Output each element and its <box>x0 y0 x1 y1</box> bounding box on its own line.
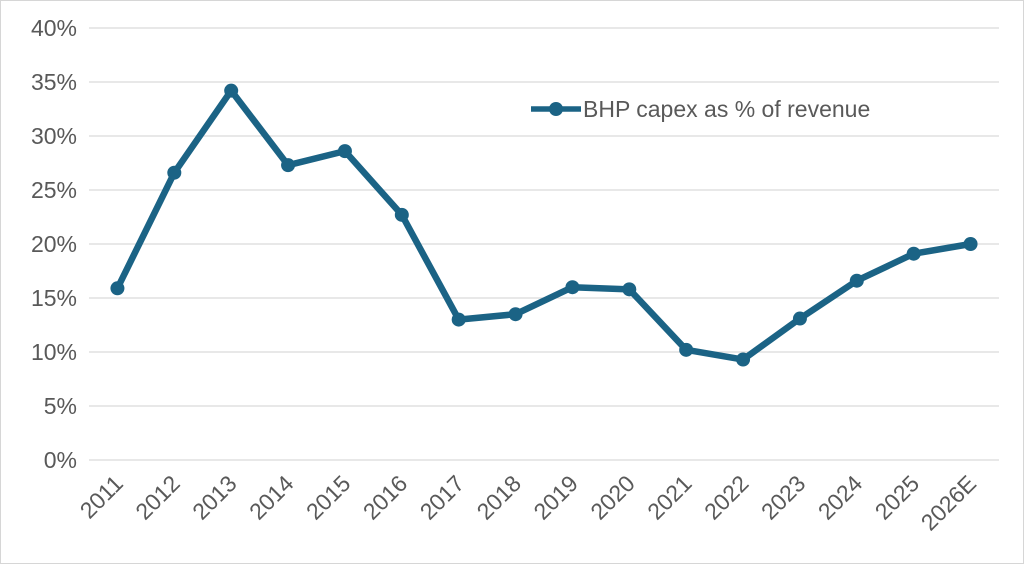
y-axis-tick-label: 15% <box>31 285 77 311</box>
legend-line-marker-icon <box>531 102 581 116</box>
data-point[interactable] <box>792 311 807 326</box>
data-point[interactable] <box>565 280 580 295</box>
x-axis-tick-label: 2023 <box>756 470 811 525</box>
data-point[interactable] <box>167 165 182 180</box>
x-axis-tick-label: 2026E <box>916 470 981 535</box>
data-point[interactable] <box>622 282 637 297</box>
y-axis-tick-label: 0% <box>44 447 77 473</box>
data-point[interactable] <box>906 246 921 261</box>
x-axis-tick-label: 2021 <box>642 470 697 525</box>
y-axis-tick-label: 40% <box>31 15 77 41</box>
x-axis-tick-label: 2017 <box>415 470 470 525</box>
y-axis-tick-label: 5% <box>44 393 77 419</box>
y-axis-tick-label: 25% <box>31 177 77 203</box>
x-axis-tick-label: 2011 <box>75 470 128 523</box>
x-axis-tick-label: 2018 <box>472 470 527 525</box>
data-point[interactable] <box>281 158 296 173</box>
data-point[interactable] <box>679 342 694 357</box>
x-axis-tick-label: 2024 <box>813 470 868 525</box>
data-point[interactable] <box>337 144 352 159</box>
legend[interactable]: BHP capex as % of revenue <box>528 95 873 123</box>
x-axis-tick-label: 2019 <box>528 470 583 525</box>
x-axis-tick-label: 2013 <box>187 470 242 525</box>
x-axis-tick-label: 2016 <box>358 470 413 525</box>
data-point[interactable] <box>224 83 239 98</box>
legend-label: BHP capex as % of revenue <box>583 96 871 122</box>
series-line <box>114 87 974 363</box>
data-point[interactable] <box>963 237 978 251</box>
data-point[interactable] <box>451 312 466 327</box>
y-axis-tick-label: 10% <box>31 339 77 365</box>
data-point[interactable] <box>736 352 751 367</box>
x-axis-tick-label: 2014 <box>244 470 299 525</box>
y-axis-tick-label: 20% <box>31 231 77 257</box>
x-axis-tick-label: 2022 <box>699 470 754 525</box>
data-point[interactable] <box>508 307 523 322</box>
x-axis-tick-label: 2020 <box>585 470 640 525</box>
y-axis-tick-label: 30% <box>31 123 77 149</box>
data-point[interactable] <box>394 207 409 222</box>
x-axis-tick-label: 2015 <box>301 470 356 525</box>
data-point[interactable] <box>849 273 864 288</box>
x-axis-tick-label: 2012 <box>130 470 185 525</box>
data-point[interactable] <box>110 281 125 296</box>
y-axis-tick-label: 35% <box>31 69 77 95</box>
